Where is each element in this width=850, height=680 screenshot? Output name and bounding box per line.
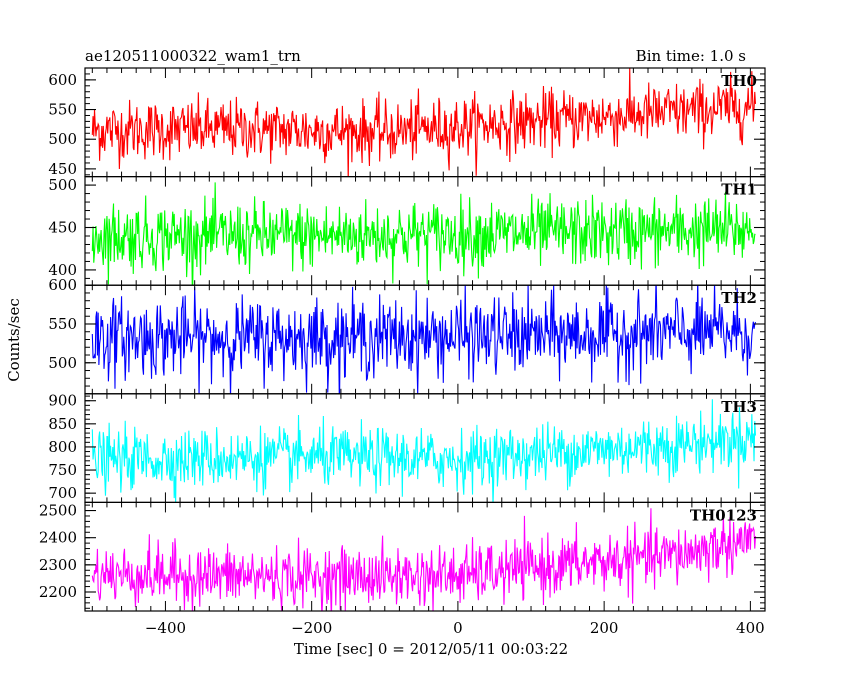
series-th3-line — [91, 399, 757, 503]
panel-label-th0123: TH0123 — [690, 506, 757, 524]
x-tick-label: 0 — [453, 619, 463, 637]
y-tick-label: 500 — [48, 130, 77, 148]
panel-frame — [84, 501, 766, 612]
panel-label-th0: TH0 — [721, 72, 757, 90]
panel-label-th1: TH1 — [721, 181, 757, 199]
x-tick-label: −200 — [291, 619, 332, 637]
panel-label-th3: TH3 — [721, 398, 757, 416]
y-tick-label: 600 — [48, 276, 77, 294]
y-tick-label: 550 — [48, 101, 77, 119]
y-tick-label: 2200 — [39, 583, 77, 601]
y-tick-label: 500 — [48, 176, 77, 194]
y-tick-label: 450 — [48, 160, 77, 178]
bin-time-label: Bin time: 1.0 s — [636, 47, 746, 65]
y-tick-label: 2300 — [39, 556, 77, 574]
panel-label-th2: TH2 — [721, 289, 757, 307]
panel-th0: 450 500 550 600 TH0 — [48, 67, 766, 178]
panel-th2: 500 550 600 TH2 — [48, 276, 766, 395]
panel-th0123: 2200 2300 2400 2500 TH0123 — [39, 501, 766, 612]
y-tick-label: 800 — [48, 438, 77, 456]
x-tick-label: −400 — [145, 619, 186, 637]
y-tick-label: 750 — [48, 461, 77, 479]
y-tick-label: 500 — [48, 354, 77, 372]
plot-title: ae120511000322_wam1_trn — [85, 47, 301, 65]
y-tick-label: 900 — [48, 392, 77, 410]
panel-th3: 700 750 800 850 900 TH3 — [48, 392, 766, 503]
x-axis: −400 −200 0 200 400 — [145, 619, 765, 637]
y-axis-label: Counts/sec — [5, 298, 23, 382]
x-tick-label: 200 — [590, 619, 619, 637]
y-tick-label: 600 — [48, 71, 77, 89]
y-tick-label: 700 — [48, 484, 77, 502]
x-tick-label: 400 — [736, 619, 765, 637]
series-th1-line — [91, 182, 756, 286]
y-tick-label: 550 — [48, 315, 77, 333]
y-tick-label: 450 — [48, 219, 77, 237]
y-tick-label: 2500 — [39, 502, 77, 520]
series-th0123-line — [91, 508, 757, 611]
y-tick-label: 850 — [48, 415, 77, 433]
series-th2-line — [91, 285, 757, 394]
series-th0-line — [91, 68, 757, 177]
x-axis-label: Time [sec] 0 = 2012/05/11 00:03:22 — [294, 640, 568, 658]
y-tick-label: 400 — [48, 261, 77, 279]
y-tick-label: 2400 — [39, 529, 77, 547]
